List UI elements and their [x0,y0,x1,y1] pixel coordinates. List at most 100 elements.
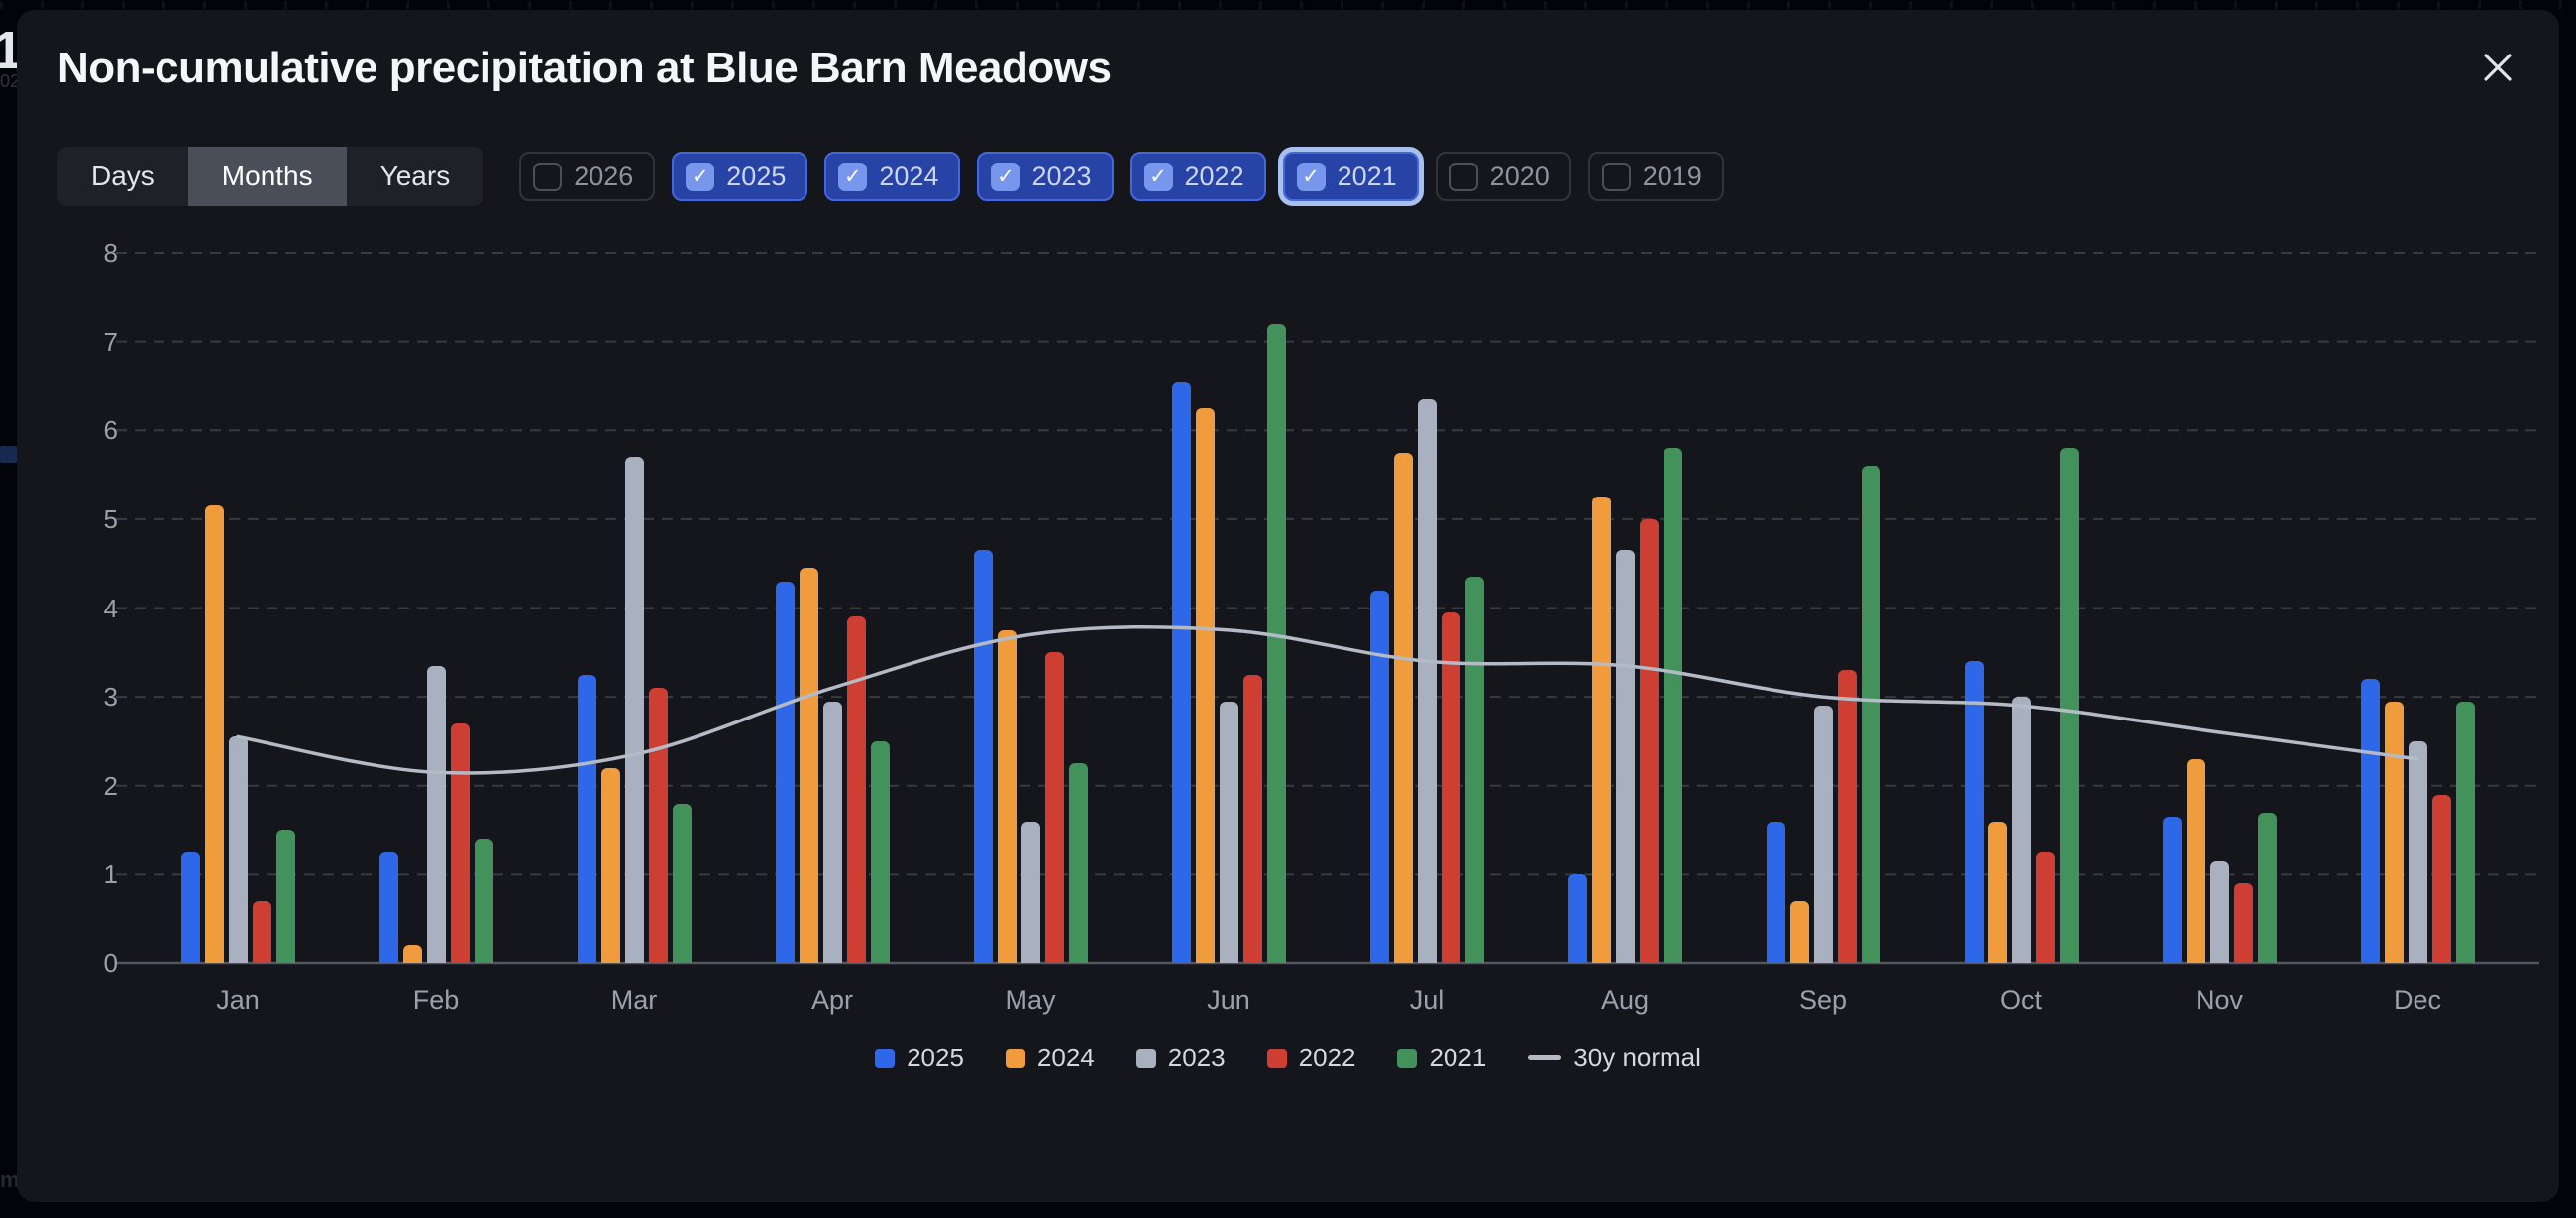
year-checkbox-2026[interactable]: 2026 [519,152,656,201]
x-axis-month-label: Apr [810,985,854,1015]
bar-2021-Jan [275,830,295,963]
year-checkbox-2021[interactable]: ✓ 2021 [1282,152,1419,201]
x-axis-month-label: Nov [2195,985,2243,1015]
bar-2024-Jun [1195,407,1215,963]
background-remnant-text: 02 [0,71,21,91]
bar-2023-Apr [822,701,842,963]
bar-2022-Mar [648,688,668,963]
x-axis-month-label: Jan [216,985,260,1015]
bar-2025-Apr [775,581,795,963]
chart-legend: 2025 2024 2023 2022 2021 30y normal [17,1043,2559,1073]
bar-2022-Jul [1441,611,1460,963]
year-checkbox-2019[interactable]: 2019 [1587,152,1724,201]
x-axis-month-label: Mar [610,985,658,1015]
bar-2023-May [1020,821,1040,963]
bar-2022-Sep [1837,670,1857,963]
checked-checkbox-icon: ✓ [686,162,715,191]
year-checkbox-label: 2019 [1642,161,1702,191]
bar-2022-Jun [1242,674,1262,963]
year-filter-group: 2026 ✓ 2025 ✓ 2024 ✓ 2023 ✓ 2022 ✓ 2021 2020 2019 [519,152,1724,201]
bar-2025-Dec [2360,679,2380,963]
bar-2024-May [997,629,1017,963]
bar-2025-Oct [1964,661,1984,963]
bar-2022-Oct [2035,851,2055,963]
bar-2023-Jan [228,736,248,963]
year-checkbox-2025[interactable]: ✓ 2025 [672,152,808,201]
bar-2021-Apr [870,740,890,963]
bar-2025-Jul [1369,590,1389,963]
bar-2024-Jul [1393,452,1413,963]
bar-2021-Feb [474,838,493,963]
tab-days[interactable]: Days [57,147,188,206]
legend-item-2024: 2024 [1005,1043,1095,1073]
legend-item-2022: 2022 [1266,1043,1356,1073]
bar-2022-Aug [1639,518,1659,963]
x-axis-month-label: May [1005,985,1056,1015]
tab-months[interactable]: Months [187,147,347,206]
bar-2024-Aug [1591,497,1611,963]
year-checkbox-2020[interactable]: 2020 [1435,152,1571,201]
y-axis-tick-label: 6 [103,415,118,446]
legend-label: 2024 [1036,1043,1095,1072]
x-axis-month-label: Dec [2393,985,2441,1015]
bar-2023-Aug [1615,550,1635,963]
precipitation-dialog: Non-cumulative precipitation at Blue Bar… [17,10,2559,1202]
year-checkbox-2024[interactable]: ✓ 2024 [824,152,961,201]
year-checkbox-label: 2026 [574,161,634,191]
year-checkbox-2022[interactable]: ✓ 2022 [1129,152,1266,201]
bar-2024-Dec [2384,701,2404,963]
x-axis-month-label: Jul [1409,985,1445,1015]
chart-controls: Days Months Years 2026 ✓ 2025 ✓ 2024 ✓ 2023 ✓ 2022… [57,147,2514,206]
legend-swatch-icon [1005,1048,1025,1068]
bar-2021-Aug [1663,448,1682,963]
bar-2024-Sep [1789,901,1809,963]
y-axis-tick-label: 0 [103,948,118,978]
bar-2022-Feb [450,723,470,963]
year-checkbox-label: 2022 [1184,161,1244,191]
bar-2021-May [1068,763,1088,963]
bar-2023-Jun [1219,701,1238,963]
legend-label: 2025 [907,1043,964,1072]
bar-2023-Nov [2209,860,2229,963]
bar-2022-Jan [252,901,271,963]
close-button[interactable] [2476,46,2520,89]
legend-label: 2022 [1298,1043,1356,1072]
bar-2022-Apr [846,616,866,963]
bar-2021-Oct [2059,448,2079,963]
unchecked-checkbox-icon [533,162,563,191]
legend-label: 2023 [1167,1043,1226,1072]
y-axis-tick-label: 5 [103,503,118,534]
bar-2022-May [1044,652,1064,963]
checked-checkbox-icon: ✓ [991,162,1020,191]
close-icon [2480,50,2516,85]
year-checkbox-2023[interactable]: ✓ 2023 [977,152,1114,201]
legend-line-icon [1528,1055,1562,1060]
bar-2024-Jan [204,505,224,963]
legend-swatch-icon [1397,1048,1418,1068]
bar-2024-Mar [600,767,620,963]
bar-2022-Dec [2431,794,2451,963]
y-axis-tick-label: 1 [103,859,118,890]
checked-checkbox-icon: ✓ [1143,162,1173,191]
bar-2025-Nov [2162,817,2182,963]
legend-item-2021: 2021 [1397,1043,1486,1073]
x-axis-month-label: Aug [1600,985,1650,1015]
background-page-glimpse [0,1,2576,9]
x-axis-month-label: Jun [1207,985,1250,1015]
y-axis-tick-label: 4 [103,593,118,623]
legend-label: 2021 [1429,1043,1487,1072]
year-checkbox-label: 2023 [1031,161,1092,191]
year-checkbox-label: 2020 [1489,161,1550,191]
tab-years[interactable]: Years [347,147,484,206]
y-axis-tick-label: 2 [103,770,118,801]
bar-2021-Jun [1266,323,1286,963]
bar-2023-Oct [2011,697,2031,963]
x-axis-month-label: Sep [1798,985,1848,1015]
bar-2021-Sep [1861,466,1880,963]
dialog-title: Non-cumulative precipitation at Blue Bar… [57,44,1112,92]
bar-2024-Feb [402,945,422,963]
legend-swatch-icon [1266,1048,1287,1068]
unchecked-checkbox-icon [1449,162,1478,191]
line-30y-normal [236,625,2419,775]
unchecked-checkbox-icon [1601,162,1631,191]
